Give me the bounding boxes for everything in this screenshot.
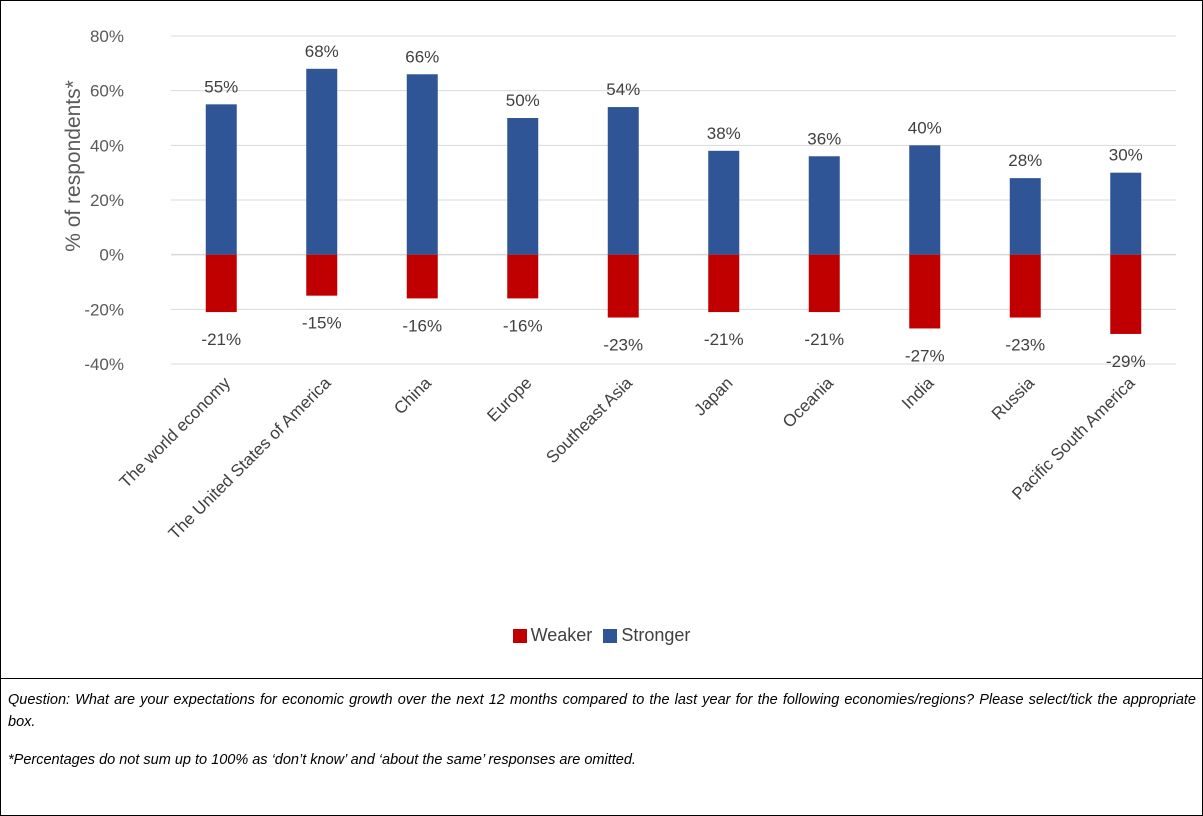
data-label-stronger: 40%: [908, 118, 942, 137]
x-tick-label: The United States of America: [165, 373, 335, 543]
y-tick-label: -40%: [84, 355, 124, 374]
notes: Question: What are your expectations for…: [8, 689, 1196, 787]
legend-item-weaker: Weaker: [512, 625, 593, 646]
data-label-weaker: -16%: [503, 316, 543, 335]
legend: Weaker Stronger: [1, 625, 1202, 648]
data-label-stronger: 36%: [807, 129, 841, 148]
data-label-stronger: 54%: [606, 80, 640, 99]
bar-chart: -40% -20% 0% 20% 40% 60% 80% 55% -21% 68% -15% 66%…: [62, 27, 1176, 543]
data-label-weaker: -23%: [603, 336, 643, 355]
bar-stronger: [1110, 172, 1142, 255]
bar-weaker: [406, 254, 438, 299]
bar-weaker: [507, 254, 539, 299]
x-tick-label: China: [390, 373, 435, 418]
data-label-stronger: 38%: [707, 124, 741, 143]
bar-weaker: [607, 254, 639, 318]
chart-panel: -40% -20% 0% 20% 40% 60% 80% 55% -21% 68% -15% 66%…: [1, 1, 1202, 679]
question-text: Question: What are your expectations for…: [8, 692, 1196, 730]
bar-weaker: [808, 254, 840, 313]
y-tick-label: -20%: [84, 300, 124, 319]
x-tick-label: Europe: [483, 373, 535, 425]
data-labels: 55% -21% 68% -15% 66% -16% 50% -16% 54% -23% 38% -2…: [201, 42, 1145, 371]
y-axis-label: % of respondents*: [62, 80, 85, 252]
x-tick-label: The world economy: [116, 373, 235, 492]
bars: [205, 68, 1142, 334]
y-tick-label: 20%: [90, 191, 124, 210]
data-label-stronger: 68%: [305, 42, 339, 61]
bar-stronger: [306, 68, 338, 255]
bar-weaker: [708, 254, 740, 313]
bar-weaker: [1110, 254, 1142, 334]
data-label-weaker: -15%: [302, 314, 342, 333]
bar-stronger: [607, 107, 639, 255]
bar-stronger: [708, 150, 740, 255]
y-tick-label: 60%: [90, 82, 124, 101]
x-tick-label: Southeast Asia: [542, 373, 636, 467]
data-label-weaker: -27%: [905, 346, 945, 365]
bar-stronger: [205, 104, 237, 255]
bar-weaker: [205, 254, 237, 313]
y-tick-label: 80%: [90, 27, 124, 46]
bar-stronger: [808, 156, 840, 255]
data-label-stronger: 28%: [1008, 151, 1042, 170]
data-label-stronger: 30%: [1109, 146, 1143, 165]
y-axis-ticks: -40% -20% 0% 20% 40% 60% 80%: [84, 27, 124, 374]
x-tick-label: Japan: [690, 373, 736, 419]
data-label-weaker: -21%: [201, 330, 241, 349]
bar-stronger: [909, 145, 941, 255]
data-label-weaker: -16%: [402, 316, 442, 335]
data-label-stronger: 55%: [204, 77, 238, 96]
y-tick-label: 0%: [99, 246, 124, 265]
x-tick-label: Russia: [988, 373, 1039, 424]
data-label-weaker: -29%: [1106, 352, 1146, 371]
data-label-weaker: -21%: [704, 330, 744, 349]
legend-label-stronger: Stronger: [621, 625, 691, 645]
bar-stronger: [406, 74, 438, 255]
gridlines: [171, 35, 1176, 365]
bar-weaker: [306, 254, 338, 296]
x-tick-label: Oceania: [779, 373, 838, 432]
legend-swatch-weaker: [512, 628, 527, 643]
data-label-weaker: -21%: [804, 330, 844, 349]
legend-item-stronger: Stronger: [603, 625, 690, 646]
data-label-weaker: -23%: [1005, 336, 1045, 355]
legend-swatch-stronger: [603, 628, 618, 643]
data-label-stronger: 50%: [506, 91, 540, 110]
bar-stronger: [507, 118, 539, 255]
legend-label-weaker: Weaker: [530, 625, 593, 645]
y-tick-label: 40%: [90, 136, 124, 155]
data-label-stronger: 66%: [405, 47, 439, 66]
footnote-text: *Percentages do not sum up to 100% as ‘d…: [8, 752, 636, 768]
bar-weaker: [1009, 254, 1041, 318]
x-tick-label: India: [898, 373, 938, 413]
bar-weaker: [909, 254, 941, 329]
bar-stronger: [1009, 178, 1041, 255]
